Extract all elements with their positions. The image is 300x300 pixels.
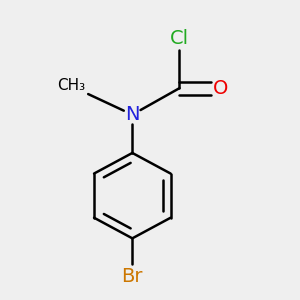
Text: O: O xyxy=(213,79,228,98)
Text: CH₃: CH₃ xyxy=(57,78,85,93)
Text: Cl: Cl xyxy=(170,28,189,48)
Text: N: N xyxy=(125,105,140,124)
Text: Br: Br xyxy=(122,267,143,286)
